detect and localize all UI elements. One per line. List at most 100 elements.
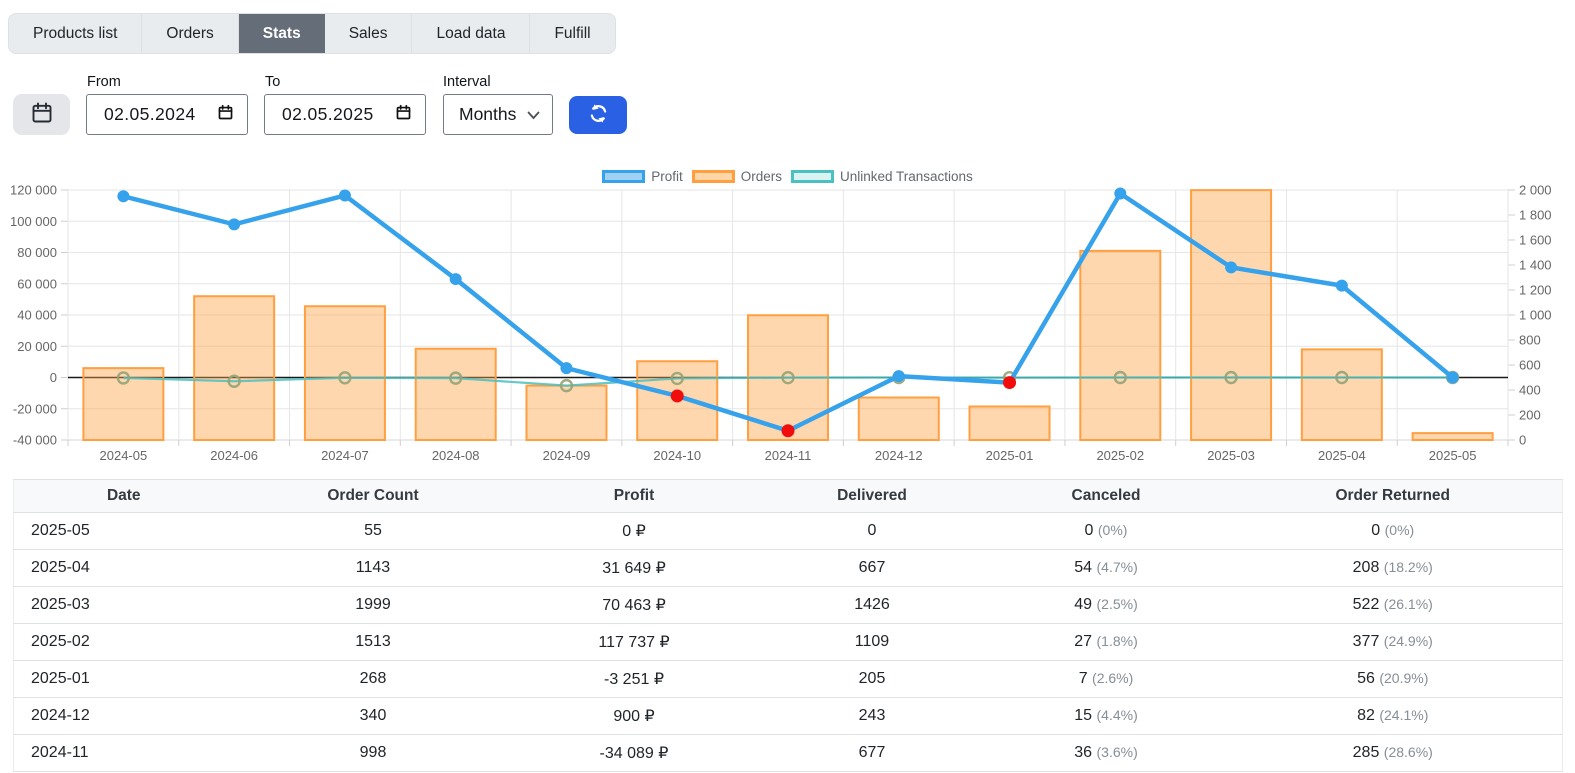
order-count-cell: 1143	[233, 549, 513, 587]
interval-label: Interval	[443, 74, 491, 90]
x-axis-label: 2024-07	[321, 448, 369, 463]
order-count-cell: 340	[233, 697, 513, 735]
refresh-button[interactable]	[569, 96, 627, 134]
orders-bar-2025-04	[1300, 348, 1383, 441]
x-axis-label: 2024-12	[875, 448, 923, 463]
legend-label: Orders	[740, 169, 782, 184]
returned-pct: (26.1%)	[1383, 596, 1433, 612]
profit-point-2025-03	[1225, 261, 1238, 274]
right-axis-label: 2 000	[1519, 183, 1552, 198]
legend-item-unlinked-transactions[interactable]: Unlinked Transactions	[790, 169, 973, 184]
delivered-cell: 1109	[755, 623, 989, 661]
from-date-value: 02.05.2024	[104, 104, 196, 124]
tab-orders[interactable]: Orders	[142, 14, 239, 53]
date-cell: 2025-04	[13, 549, 234, 587]
right-axis-label: 600	[1519, 358, 1541, 373]
canceled-pct: (4.7%)	[1096, 559, 1138, 575]
interval-select[interactable]: Months	[443, 94, 553, 135]
order-returned-cell: 56 (20.9%)	[1223, 660, 1563, 698]
x-axis-label: 2025-05	[1429, 448, 1477, 463]
order-returned-cell: 82 (24.1%)	[1223, 697, 1563, 735]
to-date-value: 02.05.2025	[282, 104, 374, 124]
unlinked-point-2025-03	[1224, 370, 1238, 385]
table-row: 2025-02 1513 117 737 ₽1109 27 (1.8%) 377 (24…	[13, 623, 1563, 661]
col-header-profit: Profit	[512, 479, 756, 513]
table-row: 2024-11 998 -34 089 ₽677 36 (3.6%) 285 (28.6…	[13, 734, 1563, 772]
x-axis-label: 2024-11	[765, 448, 812, 463]
returned-pct: (24.9%)	[1383, 633, 1433, 649]
right-axis-label: 1 400	[1519, 258, 1552, 273]
profit-point-2024-08	[449, 273, 462, 286]
returned-pct: (20.9%)	[1379, 670, 1429, 686]
profit-cell: 900 ₽	[512, 697, 756, 735]
legend-swatch	[691, 170, 735, 183]
tab-load-data[interactable]: Load data	[412, 14, 531, 53]
right-axis-label: 800	[1519, 333, 1541, 348]
left-axis-label: 120 000	[10, 183, 57, 198]
order-count-cell: 1999	[233, 586, 513, 624]
profit-point-2024-06	[228, 218, 241, 231]
canceled-pct: (4.4%)	[1096, 707, 1138, 723]
calendar-icon	[30, 101, 54, 128]
profit-point-2024-12	[892, 370, 905, 383]
calendar-range-button[interactable]	[13, 94, 70, 135]
profit-point-2025-01	[1003, 376, 1017, 390]
tab-stats[interactable]: Stats	[238, 14, 325, 53]
date-picker-icon[interactable]	[217, 104, 234, 126]
to-date-input[interactable]: 02.05.2025	[264, 94, 426, 135]
date-cell: 2025-02	[13, 623, 234, 661]
profit-point-2025-05	[1446, 371, 1459, 384]
delivered-cell: 677	[755, 734, 989, 772]
returned-pct: (0%)	[1384, 522, 1415, 538]
orders-bar-2025-03	[1190, 189, 1273, 441]
profit-cell: 117 737 ₽	[512, 623, 756, 661]
returned-pct: (18.2%)	[1383, 559, 1433, 575]
right-axis-label: 1 800	[1519, 208, 1552, 223]
col-header-order-count: Order Count	[233, 479, 513, 513]
date-cell: 2025-03	[13, 586, 234, 624]
chart-legend: Profit Orders Unlinked Transactions	[0, 169, 1575, 184]
right-axis-label: 0	[1519, 433, 1526, 448]
canceled-pct: (1.8%)	[1096, 633, 1138, 649]
date-cell: 2025-01	[13, 660, 234, 698]
x-axis-label: 2025-01	[986, 448, 1034, 463]
date-cell: 2025-05	[13, 512, 234, 550]
profit-point-2024-09	[560, 362, 573, 375]
from-date-input[interactable]: 02.05.2024	[86, 94, 248, 135]
col-header-date: Date	[13, 479, 234, 513]
x-axis-label: 2025-02	[1096, 448, 1144, 463]
left-axis-label: -20 000	[13, 401, 57, 416]
tab-products-list[interactable]: Products list	[9, 14, 143, 53]
orders-bar-2025-05	[1411, 432, 1494, 441]
tab-sales[interactable]: Sales	[325, 14, 413, 53]
tab-fulfill[interactable]: Fulfill	[554, 24, 591, 42]
x-axis-label: 2024-05	[100, 448, 148, 463]
order-count-cell: 55	[233, 512, 513, 550]
delivered-cell: 243	[755, 697, 989, 735]
legend-item-orders[interactable]: Orders	[691, 169, 782, 184]
right-axis-label: 1 000	[1519, 308, 1552, 323]
legend-item-profit[interactable]: Profit	[602, 169, 683, 184]
x-axis-label: 2025-03	[1207, 448, 1255, 463]
date-picker-icon[interactable]	[395, 104, 412, 126]
profit-cell: 31 649 ₽	[512, 549, 756, 587]
profit-cell: 0 ₽	[512, 512, 756, 550]
profit-cell: -3 251 ₽	[512, 660, 756, 698]
profit-point-2024-11	[781, 424, 795, 438]
legend-label: Unlinked Transactions	[839, 169, 973, 184]
unlinked-point-2024-05	[116, 371, 131, 385]
col-header-canceled: Canceled	[988, 479, 1224, 513]
stats-table: Date Order Count Profit Delivered Cancel…	[13, 479, 1563, 772]
orders-bar-2025-01	[968, 405, 1051, 441]
left-axis-label: 80 000	[17, 245, 57, 260]
stats-chart-canvas: -40 000 -20 000 0 20 000 40 000 60 000 80 000 1…	[10, 183, 1552, 464]
x-axis-label: 2024-09	[543, 448, 591, 463]
col-header-order-returned: Order Returned	[1223, 479, 1563, 513]
right-axis-label: 1 200	[1519, 283, 1552, 298]
unlinked-point-2025-02	[1113, 370, 1128, 385]
unlinked-point-2024-08	[448, 371, 463, 385]
order-count-cell: 1513	[233, 623, 513, 661]
refresh-icon	[588, 103, 609, 127]
order-returned-cell: 377 (24.9%)	[1223, 623, 1563, 661]
profit-point-2025-04	[1335, 279, 1348, 292]
